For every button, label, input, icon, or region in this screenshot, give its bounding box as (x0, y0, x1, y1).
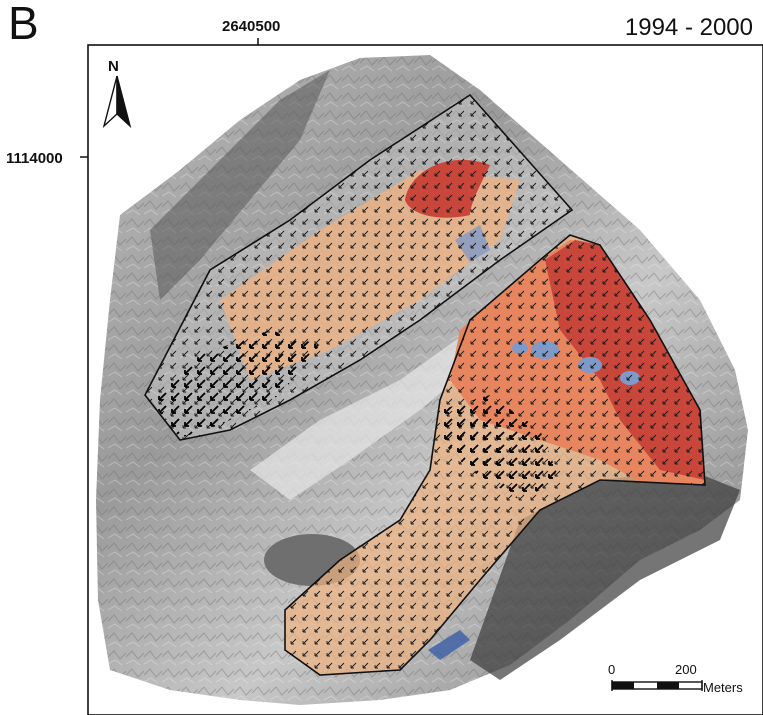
upper-rock-glacier-outline (144, 93, 574, 441)
north-label: N (108, 58, 119, 75)
north-arrow-icon (102, 75, 132, 129)
period-label: 1994 - 2000 (624, 14, 753, 41)
scale-max-label: 200 (675, 662, 697, 677)
panel-label: B (8, 0, 39, 49)
lower-rock-glacier (284, 234, 706, 676)
x-coordinate-tick-label: 2640500 (222, 18, 281, 35)
map-frame (87, 44, 763, 715)
y-coordinate-tick-label: 1114000 (6, 150, 63, 167)
lower-rock-glacier-outline (284, 234, 706, 676)
scale-bar (611, 680, 703, 691)
scale-zero-label: 0 (608, 662, 616, 677)
scale-unit-label: Meters (703, 680, 743, 695)
upper-rock-glacier (144, 93, 574, 441)
